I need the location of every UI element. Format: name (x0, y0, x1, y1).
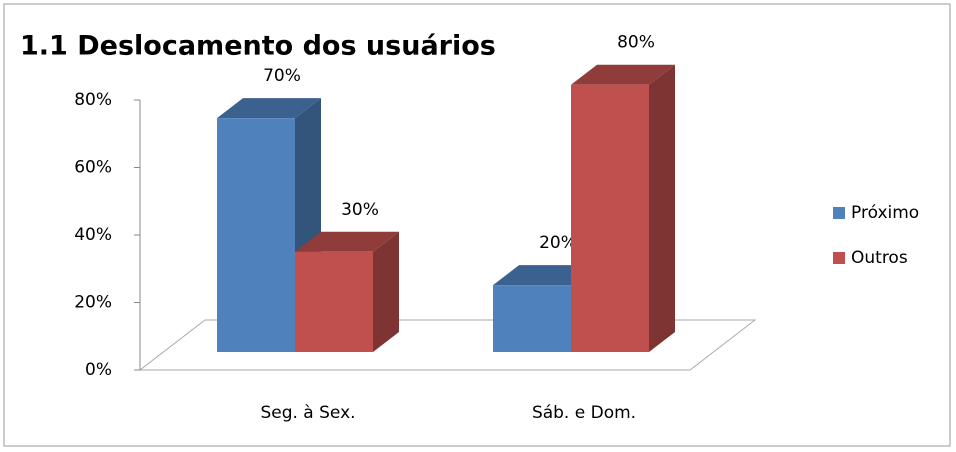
value-label: 20% (539, 233, 577, 253)
x-tick-label: Sáb. e Dom. (532, 403, 636, 423)
value-label: 80% (617, 33, 655, 53)
legend-swatch (833, 252, 845, 264)
legend-label: Outros (851, 248, 908, 268)
value-label: 70% (263, 66, 301, 86)
x-tick-label: Seg. à Sex. (260, 403, 355, 423)
bar-face (649, 64, 675, 352)
y-tick-label: 20% (74, 293, 112, 313)
y-tick-label: 60% (74, 158, 112, 178)
value-label: 30% (341, 200, 379, 220)
bar-face (295, 251, 373, 352)
bar (571, 64, 675, 352)
bar (295, 231, 399, 352)
legend-label: Próximo (851, 203, 919, 223)
chart-frame (3, 3, 951, 447)
bar-face (571, 64, 675, 85)
bar-face (571, 84, 649, 352)
bar-face (217, 118, 295, 352)
bar-face (373, 231, 399, 352)
y-tick-label: 0% (85, 360, 112, 380)
bar-face (217, 98, 321, 119)
bar-face (493, 285, 571, 352)
legend-swatch (833, 207, 845, 219)
bar-face (295, 231, 399, 252)
floor (138, 319, 757, 371)
chart-title: 1.1 Deslocamento dos usuários (20, 31, 496, 62)
y-tick-label: 80% (74, 90, 112, 110)
y-tick-label: 40% (74, 225, 112, 245)
